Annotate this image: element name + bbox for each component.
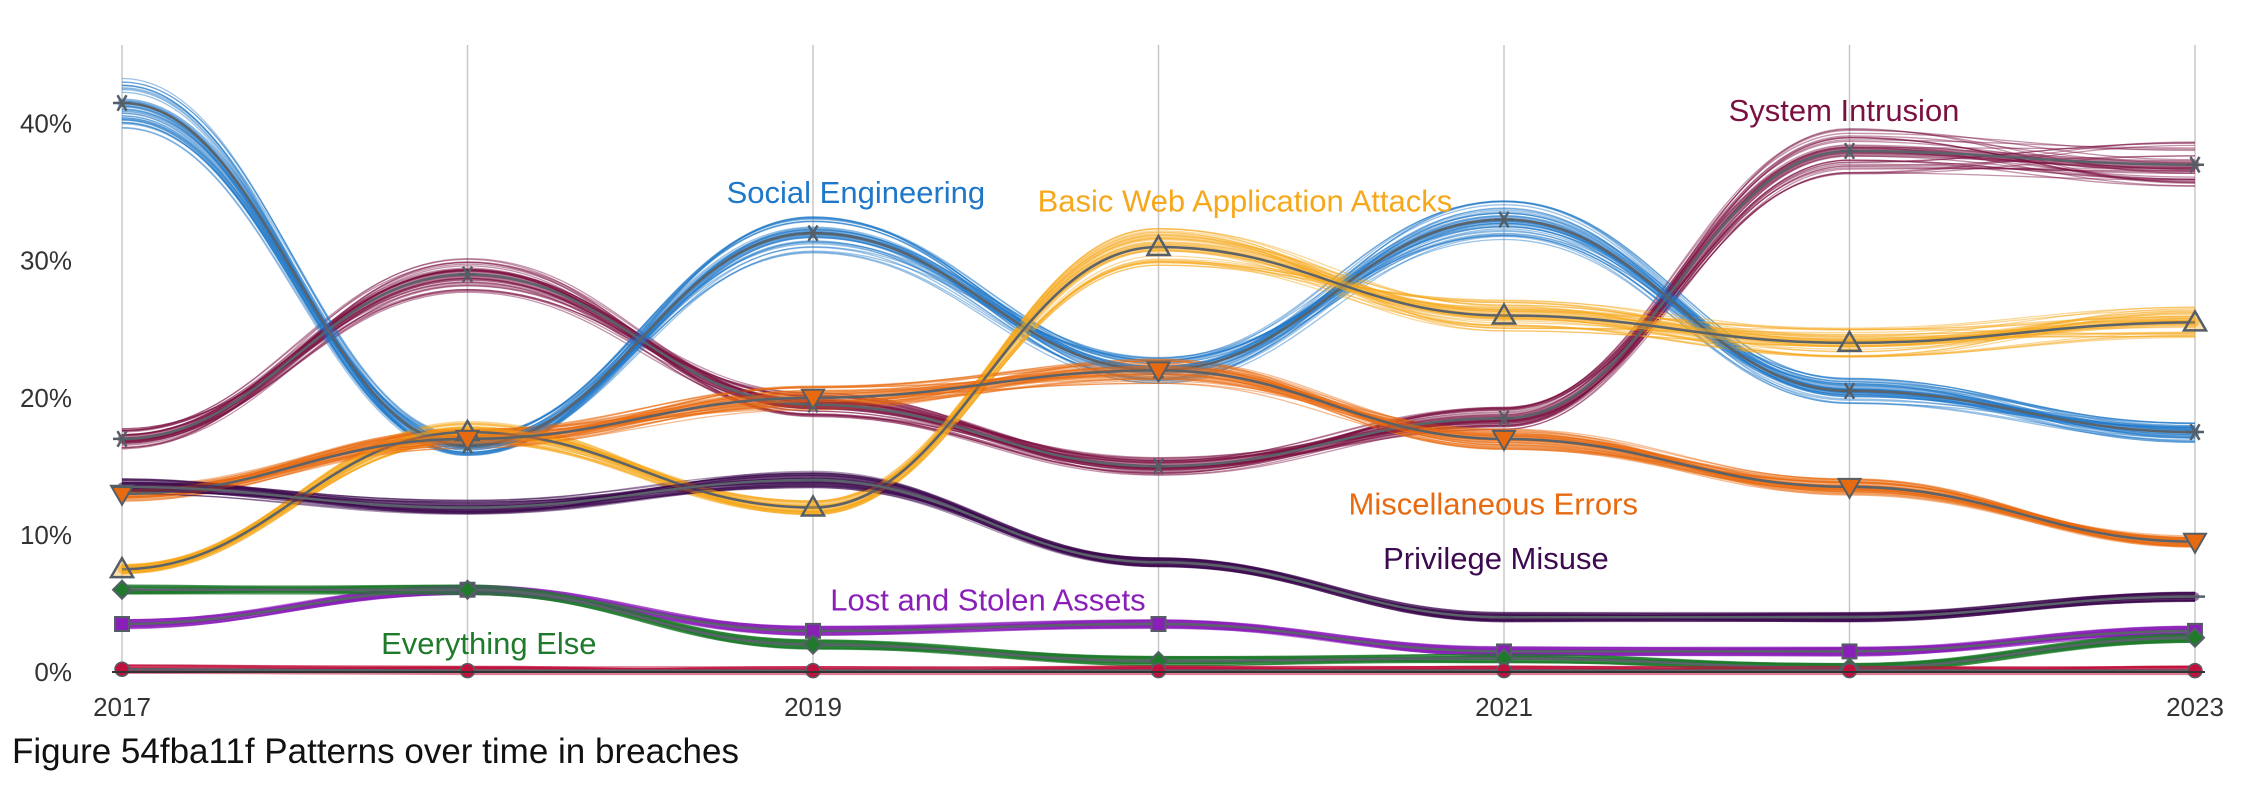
data-point-marker xyxy=(2187,662,2203,679)
asterisk-marker xyxy=(1840,142,1859,160)
asterisk-stroke xyxy=(1843,382,1856,400)
series-sample-line xyxy=(121,239,2196,566)
y-tick-label: 30% xyxy=(20,246,72,276)
data-point-marker xyxy=(800,388,826,411)
y-tick-label: 0% xyxy=(34,657,72,687)
data-point-marker xyxy=(108,555,136,579)
data-point-marker xyxy=(2181,308,2209,332)
series-sample-line xyxy=(121,142,2196,474)
series-sample-line xyxy=(121,81,2196,439)
asterisk-marker xyxy=(1495,211,1513,228)
asterisk-stroke xyxy=(1498,211,1510,228)
data-point-marker xyxy=(1491,429,1517,452)
data-point-marker xyxy=(1145,361,1172,384)
asterisk-marker xyxy=(2186,423,2204,441)
y-tick-label: 20% xyxy=(20,383,72,413)
series-sample-line xyxy=(121,230,2196,568)
series-sample-line xyxy=(121,127,2196,457)
series-sample-line xyxy=(121,137,2196,462)
series-sample-line xyxy=(121,142,2196,476)
asterisk-stroke xyxy=(2189,423,2201,441)
asterisk-stroke xyxy=(807,224,819,242)
y-tick-label: 10% xyxy=(20,520,72,550)
series-label: Social Engineering xyxy=(727,175,986,210)
asterisk-marker xyxy=(1495,409,1513,427)
data-point-marker xyxy=(1150,616,1167,633)
axis-layer: 0% 10% 20% 30% 40% 2017 2019 2021 2023 xyxy=(20,109,2224,722)
series-sample-line xyxy=(121,128,2196,461)
data-point-marker xyxy=(114,661,130,678)
series-label: Miscellaneous Errors xyxy=(1349,486,1638,521)
x-tick-label: 2021 xyxy=(1475,692,1533,722)
data-point-marker xyxy=(2184,627,2206,649)
series-sample-line xyxy=(121,132,2196,462)
data-point-marker xyxy=(805,662,821,679)
asterisk-marker xyxy=(458,265,477,283)
x-tick-label: 2019 xyxy=(784,692,842,722)
data-point-marker xyxy=(1836,329,1863,353)
data-point-marker xyxy=(802,634,824,655)
asterisk-stroke xyxy=(116,430,128,448)
asterisk-marker xyxy=(1149,457,1168,475)
asterisk-stroke xyxy=(1843,142,1856,160)
series-sample-line xyxy=(121,237,2196,572)
data-point-marker xyxy=(111,579,133,601)
series-sample-line xyxy=(121,144,2196,462)
series-label: System Intrusion xyxy=(1729,93,1960,128)
data-point-marker xyxy=(454,429,481,452)
series-sample-line xyxy=(121,261,2196,570)
asterisk-stroke xyxy=(116,94,128,112)
asterisk-stroke xyxy=(461,265,474,283)
asterisk-marker xyxy=(1840,382,1859,400)
asterisk-stroke xyxy=(2189,156,2201,174)
data-point-marker xyxy=(1496,662,1512,679)
data-point-marker xyxy=(1150,662,1167,679)
series-label: Lost and Stolen Assets xyxy=(830,582,1145,617)
data-point-marker xyxy=(114,616,130,633)
label-layer: System Intrusion Social Engineering Basic … xyxy=(381,93,1959,661)
y-tick-label: 40% xyxy=(20,109,72,139)
figure-caption: Figure 54fba11f Patterns over time in br… xyxy=(12,732,739,771)
data-point-marker xyxy=(2182,532,2208,555)
asterisk-marker xyxy=(113,430,131,448)
x-tick-label: 2023 xyxy=(2166,692,2224,722)
asterisk-marker xyxy=(2186,156,2204,174)
asterisk-marker xyxy=(113,94,131,112)
marker-layer xyxy=(108,94,2209,679)
data-point-marker xyxy=(459,662,476,679)
line-chart: System Intrusion Social Engineering Basic … xyxy=(20,45,2224,722)
data-point-marker xyxy=(799,493,827,517)
data-point-marker xyxy=(1841,662,1858,679)
data-point-marker xyxy=(1490,302,1518,325)
series-label: Privilege Misuse xyxy=(1383,541,1609,576)
asterisk-stroke xyxy=(1152,457,1165,475)
series-label: Basic Web Application Attacks xyxy=(1038,183,1453,218)
asterisk-stroke xyxy=(1498,409,1510,427)
data-point-marker xyxy=(1841,643,1858,660)
x-tick-label: 2017 xyxy=(93,692,151,722)
series-label: Everything Else xyxy=(381,626,596,661)
data-point-marker xyxy=(1145,233,1172,257)
asterisk-marker xyxy=(804,224,822,242)
data-point-marker xyxy=(457,579,478,601)
data-point-marker xyxy=(1836,477,1863,500)
series-sample-line xyxy=(121,126,2196,453)
series-sample-line xyxy=(121,128,2196,473)
